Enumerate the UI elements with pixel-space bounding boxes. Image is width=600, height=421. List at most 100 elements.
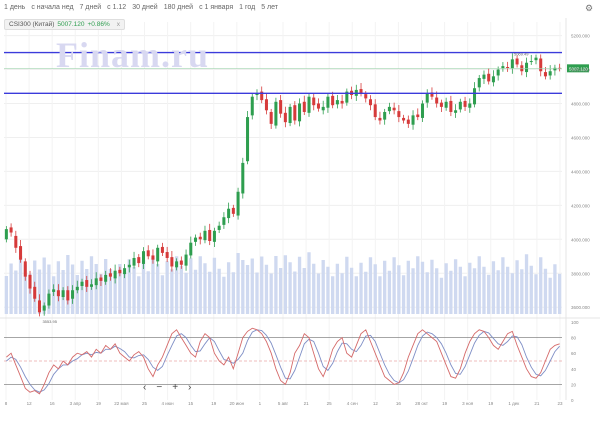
candle-body	[113, 270, 117, 279]
candle-body	[9, 227, 13, 233]
candle-body	[241, 162, 245, 194]
candle-body	[312, 97, 316, 106]
candle-body	[156, 247, 160, 262]
volume-bar	[141, 260, 146, 314]
candle-body	[321, 106, 325, 111]
candle-body	[298, 103, 302, 122]
candle-body	[217, 225, 221, 230]
grid-lines	[4, 22, 562, 400]
period-option-4[interactable]: 30 дней	[132, 4, 158, 11]
candle-body	[47, 293, 51, 306]
volume-bar	[477, 256, 481, 314]
volume-bar	[189, 258, 193, 314]
candle-body	[387, 106, 391, 112]
candle-body	[151, 255, 155, 260]
volume-bar	[487, 274, 491, 314]
date-tick-label: 25	[142, 401, 148, 406]
volume-bar	[113, 276, 117, 314]
volume-bar	[330, 276, 335, 314]
candle-body	[231, 207, 235, 214]
volume-bar	[335, 263, 340, 314]
date-tick-label: 3 апр	[70, 401, 82, 406]
date-tick-label: 16	[396, 401, 402, 406]
volume-bar	[179, 265, 183, 314]
candle-body	[246, 117, 250, 162]
candle-body	[501, 66, 505, 69]
volume-bar	[108, 269, 113, 314]
date-tick-label: 4 июн	[162, 401, 175, 406]
stoch-tick-label: 0	[571, 398, 574, 403]
period-option-5[interactable]: 180 дней	[163, 4, 194, 11]
volume-bar	[321, 260, 325, 314]
volume-bar	[174, 256, 179, 314]
date-tick-label: 20 июн	[230, 401, 245, 406]
period-option-8[interactable]: 5 лет	[261, 4, 279, 11]
period-option-1[interactable]: с начала нед	[31, 4, 74, 11]
period-option-3[interactable]: с 1.12	[107, 4, 127, 11]
candle-body	[236, 191, 240, 216]
volume-bar	[430, 259, 434, 314]
zoom-out-button[interactable]: −	[156, 382, 163, 393]
scroll-back-button[interactable]: ‹	[143, 382, 147, 393]
candle-body	[392, 107, 396, 111]
volume-bar	[553, 264, 557, 314]
support-resistance-lines: 5007.120 5069.49 3553.95	[4, 52, 589, 324]
candle-body	[222, 217, 226, 225]
close-icon[interactable]: x	[116, 21, 120, 28]
candle-body	[184, 254, 188, 266]
volume-bar	[278, 268, 283, 314]
volume-bar	[288, 262, 292, 314]
candle-body	[212, 230, 216, 242]
candle-body	[548, 71, 552, 76]
candle-body	[4, 229, 8, 240]
candle-body	[335, 100, 339, 105]
stoch-tick-label: 40	[571, 367, 577, 372]
candle-body	[123, 268, 127, 275]
ticker-chip[interactable]: CSI300 (Китай) 5007.120 +0.86% x	[4, 19, 125, 30]
date-tick-label: 21	[534, 401, 540, 406]
candle-body	[373, 104, 377, 118]
volume-bar	[170, 269, 174, 314]
date-tick-label: 8	[5, 401, 8, 406]
scroll-forward-button[interactable]: ›	[188, 382, 192, 393]
volume-bar	[482, 266, 486, 314]
volume-bar	[501, 257, 505, 314]
volume-bar	[491, 261, 496, 314]
candle-body	[255, 93, 259, 95]
volume-bar	[392, 257, 396, 314]
candle-body	[430, 92, 434, 97]
candle-body	[19, 246, 23, 260]
volume-bar	[293, 271, 297, 314]
period-option-6[interactable]: с 1 января	[199, 4, 234, 11]
gear-icon[interactable]: ⚙	[585, 3, 594, 13]
period-option-7[interactable]: 1 год	[239, 4, 256, 11]
candle-body	[525, 62, 529, 73]
volume-bar	[4, 276, 9, 314]
date-tick-label: 1	[259, 401, 262, 406]
candle-body	[553, 67, 557, 71]
period-option-0[interactable]: 1 день	[4, 4, 26, 11]
period-option-2[interactable]: 7 дней	[79, 4, 102, 11]
watermark: Finam.ru	[56, 35, 210, 75]
candle-body	[203, 230, 207, 241]
date-tick-label: 23	[557, 401, 563, 406]
volume-bar	[75, 275, 79, 314]
candle-body	[539, 58, 543, 72]
date-tick-label: 19	[442, 401, 448, 406]
volume-bar	[307, 252, 311, 314]
date-tick-label: 21	[304, 401, 310, 406]
volume-bar	[28, 274, 32, 314]
volume-bar	[543, 268, 548, 314]
candle-body	[316, 103, 320, 109]
candle-body	[515, 58, 519, 65]
candle-body	[543, 72, 547, 77]
candle-body	[137, 257, 141, 264]
zoom-in-button[interactable]: +	[172, 382, 179, 393]
volume-bar	[534, 274, 538, 314]
candle-body	[66, 290, 70, 301]
volume-bar	[302, 268, 306, 314]
candle-body	[435, 97, 439, 104]
candle-body	[283, 112, 287, 123]
price-tick-label: 5200.000	[571, 34, 590, 39]
